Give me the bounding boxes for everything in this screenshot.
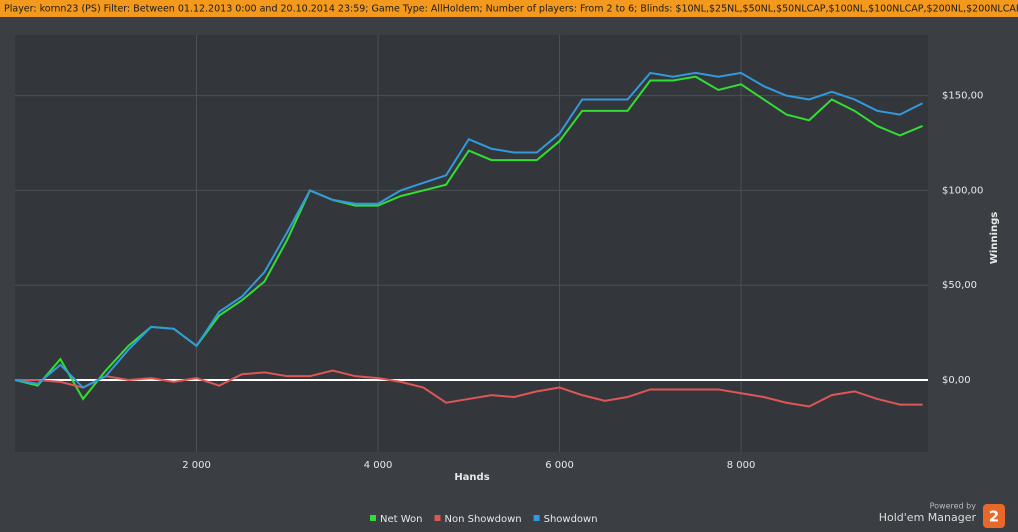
product-name: Hold'em Manager [879, 511, 977, 524]
header-text: Player: kornn23 (PS) Filter: Between 01.… [4, 4, 1018, 15]
legend-label: Showdown [544, 514, 598, 525]
header-bar [0, 0, 1018, 17]
x-axis-label: Hands [454, 472, 489, 483]
logo-version: 2 [989, 508, 999, 526]
powered-by: Powered by [930, 502, 977, 511]
y-tick-label: $150,00 [942, 91, 983, 102]
x-tick-label: 4 000 [364, 460, 393, 471]
y-tick-label: $0,00 [942, 375, 971, 386]
legend-label: Non Showdown [445, 514, 522, 525]
x-tick-label: 6 000 [545, 460, 574, 471]
legend-swatch [533, 515, 540, 521]
series-line [14, 71, 924, 389]
legend-swatch [370, 515, 376, 521]
legend-label: Net Won [380, 514, 423, 525]
plot-area [15, 35, 928, 452]
y-tick-label: $50,00 [942, 280, 977, 291]
series-line [15, 369, 923, 408]
y-tick-label: $100,00 [942, 185, 983, 196]
logo-badge [983, 504, 1005, 528]
legend-swatch [434, 515, 441, 521]
x-tick-label: 2 000 [182, 460, 211, 471]
y-axis-label: Winnings [989, 212, 1000, 264]
x-tick-label: 8 000 [727, 460, 756, 471]
